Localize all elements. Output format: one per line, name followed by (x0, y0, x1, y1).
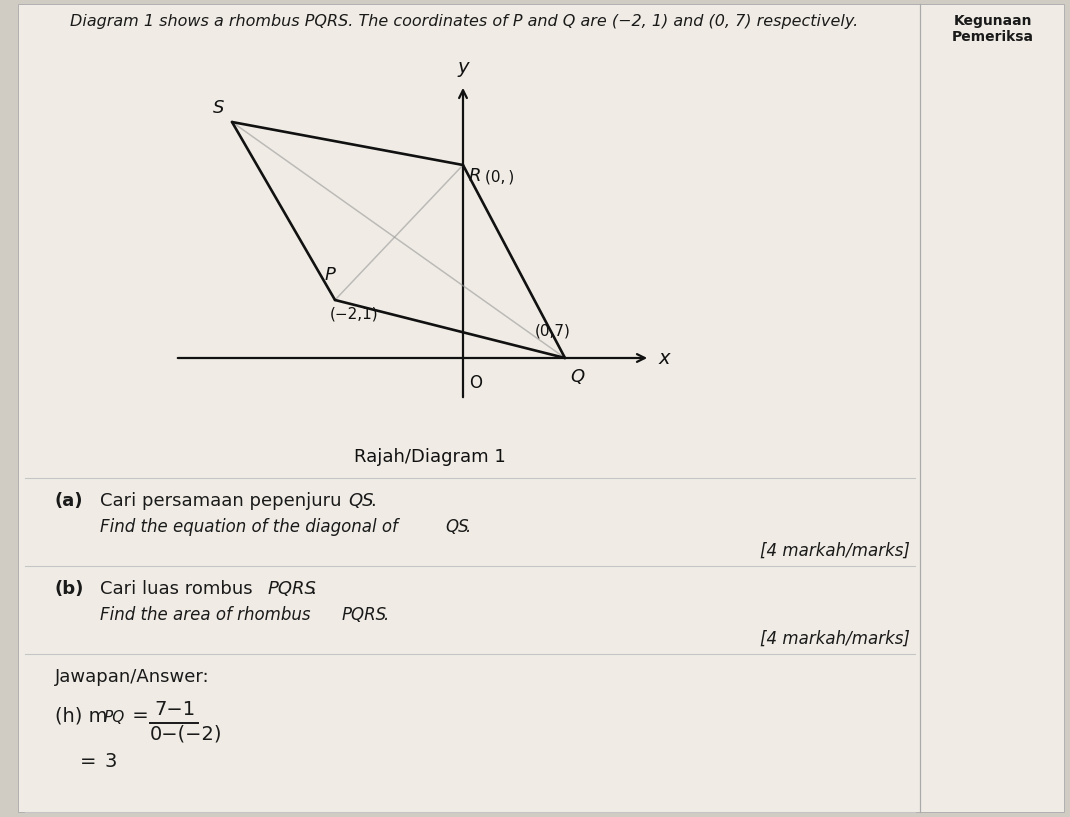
Text: 7−1: 7−1 (154, 700, 195, 719)
Text: Pemeriksa: Pemeriksa (952, 30, 1034, 44)
Text: Rajah/Diagram 1: Rajah/Diagram 1 (354, 448, 506, 466)
Text: .: . (370, 492, 376, 510)
Text: 3: 3 (104, 752, 117, 771)
Text: Q: Q (570, 368, 584, 386)
Text: QS: QS (348, 492, 373, 510)
Text: .: . (310, 580, 316, 598)
Text: QS: QS (445, 518, 469, 536)
Text: y: y (457, 58, 469, 77)
Text: Cari luas rombus: Cari luas rombus (100, 580, 258, 598)
Text: (h) m: (h) m (55, 706, 107, 725)
Text: (a): (a) (55, 492, 83, 510)
Text: Kegunaan: Kegunaan (953, 14, 1033, 28)
Text: Diagram 1 shows a rhombus PQRS. The coordinates of P and Q are (−2, 1) and (0, 7: Diagram 1 shows a rhombus PQRS. The coor… (70, 14, 858, 29)
Text: (b): (b) (55, 580, 85, 598)
Text: 0−(−2): 0−(−2) (150, 725, 223, 744)
Text: Jawapan/Answer:: Jawapan/Answer: (55, 668, 210, 686)
Text: Find the area of rhombus: Find the area of rhombus (100, 606, 316, 624)
Text: .: . (465, 518, 470, 536)
Text: .: . (383, 606, 388, 624)
Text: R: R (469, 167, 482, 185)
Text: (−2,1): (−2,1) (330, 306, 379, 321)
Text: [4 markah/marks]: [4 markah/marks] (760, 630, 910, 648)
Text: x: x (658, 349, 670, 368)
Text: O: O (469, 374, 482, 392)
Text: PQ: PQ (104, 710, 125, 725)
Text: =: = (126, 706, 149, 725)
Text: PQRS: PQRS (342, 606, 387, 624)
Text: (0,7): (0,7) (535, 323, 571, 338)
Text: S: S (213, 99, 224, 117)
Text: Cari persamaan pepenjuru: Cari persamaan pepenjuru (100, 492, 348, 510)
Text: PQRS: PQRS (268, 580, 317, 598)
Text: [4 markah/marks]: [4 markah/marks] (760, 542, 910, 560)
Text: =: = (55, 752, 96, 771)
Text: P: P (324, 266, 335, 284)
Text: Find the equation of the diagonal of: Find the equation of the diagonal of (100, 518, 403, 536)
Text: (0, ): (0, ) (485, 169, 515, 184)
